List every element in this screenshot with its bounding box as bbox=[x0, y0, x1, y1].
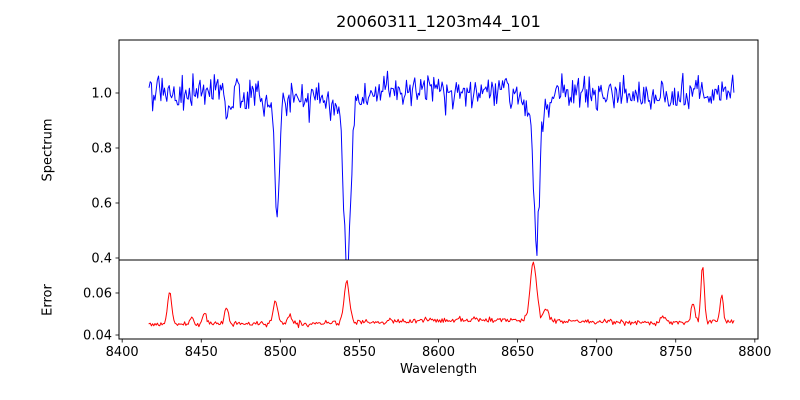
error-ytick-label: 0.06 bbox=[83, 286, 112, 301]
error-y-axis-label: Error bbox=[40, 284, 56, 316]
spectrum-ytick-label: 1.0 bbox=[91, 86, 112, 101]
xtick-label: 8550 bbox=[343, 345, 376, 360]
xtick-label: 8450 bbox=[185, 345, 218, 360]
xtick-label: 8500 bbox=[264, 345, 297, 360]
error-line bbox=[148, 261, 735, 329]
chart-title: 20060311_1203m44_101 bbox=[336, 12, 541, 31]
spectrum-line bbox=[148, 70, 735, 260]
spectrum-panel-frame bbox=[118, 39, 759, 261]
spectrum-ytick-label: 0.6 bbox=[91, 196, 112, 211]
error-ytick-label: 0.04 bbox=[83, 329, 112, 344]
error-panel-frame bbox=[118, 259, 759, 340]
xtick-label: 8650 bbox=[501, 345, 534, 360]
xtick-label: 8800 bbox=[738, 345, 771, 360]
xtick-label: 8750 bbox=[659, 345, 692, 360]
spectrum-y-axis-label: Spectrum bbox=[40, 118, 56, 182]
xtick-label: 8700 bbox=[580, 345, 613, 360]
xtick-label: 8400 bbox=[106, 345, 139, 360]
x-axis-label: Wavelength bbox=[399, 362, 478, 377]
error-panel bbox=[148, 261, 735, 329]
spectrum-ytick-label: 0.8 bbox=[91, 141, 112, 156]
xtick-label: 8600 bbox=[422, 345, 455, 360]
spectrum-panel bbox=[148, 70, 735, 260]
spectrum-ytick-label: 0.4 bbox=[91, 251, 112, 266]
